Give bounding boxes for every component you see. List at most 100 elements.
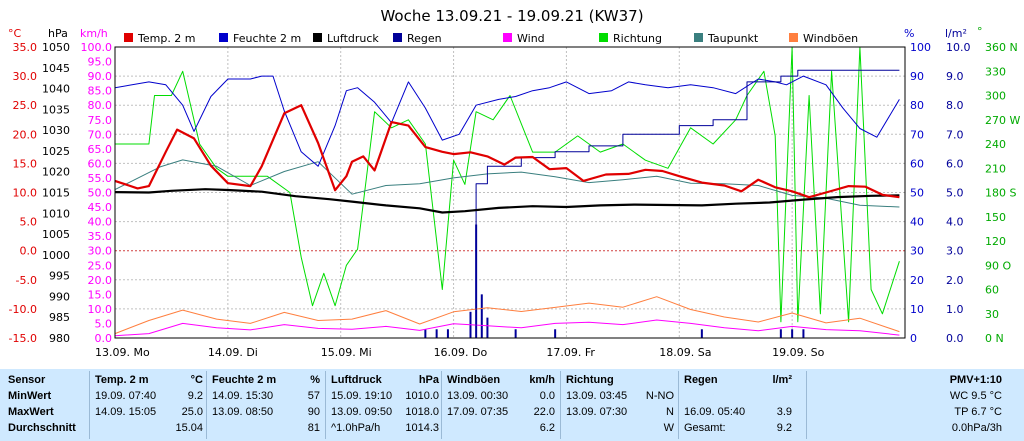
direction-tick: 300 (985, 90, 1006, 103)
legend-label-taupunkt: Taupunkt (707, 32, 759, 45)
temp-tick: -10.0 (9, 303, 37, 316)
pressure-tick: 1025 (42, 145, 70, 158)
direction-tick: 240 (985, 138, 1006, 151)
legend-swatch-wind (503, 33, 512, 42)
stats-header: Luftdruck (331, 374, 382, 386)
humidity-tick: 10 (910, 303, 924, 316)
humidity-tick: 40 (910, 216, 924, 229)
rain-tick: 6.0 (946, 157, 964, 170)
stats-col: Temp. 2 m °C 19.09. 07:40 9.2 14.09. 15:05 25… (95, 373, 203, 441)
speed-tick: 85.0 (88, 85, 113, 98)
stats-header: Richtung (566, 374, 614, 386)
series-luftdruck (114, 188, 900, 214)
series-regen-summe (115, 69, 900, 339)
temp-tick: 10.0 (13, 187, 38, 200)
rain-bar (554, 329, 557, 338)
direction-tick: 270 W (985, 114, 1020, 127)
speed-tick: 25.0 (88, 259, 113, 272)
speed-tick: 15.0 (88, 288, 113, 301)
stats-col: Feuchte 2 m% 14.09. 15:30 57 13.09. 08:50 90… (212, 373, 320, 441)
speed-tick: 45.0 (88, 201, 113, 214)
legend-swatch-feuchte (219, 33, 228, 42)
stats-col: Windböen km/h 13.09. 00:30 0.0 17.09. 07:35 2… (447, 373, 555, 441)
speed-tick: 50.0 (88, 187, 113, 200)
direction-tick: 60 (985, 284, 999, 297)
speed-tick: 75.0 (88, 114, 113, 127)
legend-swatch-windboeen (789, 33, 798, 42)
series-windboeen (114, 296, 900, 335)
pressure-tick: 980 (49, 332, 70, 345)
speed-tick: 80.0 (88, 99, 113, 112)
rain-bar (791, 329, 794, 338)
x-tick-label: 14.09. Di (208, 346, 258, 359)
x-tick-label: 17.09. Fr (546, 346, 595, 359)
stats-value: W (663, 422, 674, 434)
speed-tick: 30.0 (88, 245, 113, 258)
series-taupunkt (114, 159, 900, 208)
x-tick-label: 16.09. Do (434, 346, 488, 359)
series-feuchte (114, 75, 900, 167)
direction-tick: 180 S (985, 187, 1016, 200)
stats-time: ^1.0hPa/h (331, 422, 381, 434)
stats-value: 1010.0 (405, 390, 439, 402)
stats-col: Regen l/m² 16.09. 05:40 3.9 Gesamt: 9.2 (684, 373, 792, 441)
stats-col: Sensor MinWert MaxWert Durchschnitt (8, 373, 88, 441)
pressure-tick: 1005 (42, 228, 70, 241)
legend-label-wind: Wind (517, 32, 545, 45)
stats-col: Luftdruck hPa 15.09. 19:10 1010.0 13.09. 09:… (331, 373, 439, 441)
chart-title: Woche 13.09.21 - 19.09.21 (KW37) (380, 7, 643, 25)
speed-tick: 60.0 (88, 157, 113, 170)
speed-tick: 55.0 (88, 172, 113, 185)
rain-bar (435, 329, 438, 338)
pressure-tick: 995 (49, 270, 70, 283)
stats-value: 57 (307, 390, 320, 402)
humidity-tick: 30 (910, 245, 924, 258)
plot-frame (114, 46, 906, 339)
stats-value: 9.2 (187, 390, 203, 402)
stats-header: Windböen (447, 374, 501, 386)
rain-tick: 4.0 (946, 216, 964, 229)
humidity-tick: 0 (910, 332, 917, 345)
direction-tick: 150 (985, 211, 1006, 224)
rain-tick: 10.0 (946, 41, 971, 54)
axes: 35.030.025.020.015.010.05.00.0-5.0-10.0-… (8, 25, 1020, 359)
stats-time: 17.09. 07:35 (447, 406, 509, 418)
stats-separator (325, 371, 326, 439)
pressure-tick: 985 (49, 311, 70, 324)
stats-separator (441, 371, 442, 439)
stats-time: 13.09. 00:30 (447, 390, 509, 402)
stats-time: 19.09. 07:40 (95, 390, 157, 402)
stats-time: 14.09. 15:05 (95, 406, 157, 418)
humidity-tick: 100 (910, 41, 931, 54)
stats-header: Sensor (8, 374, 46, 386)
direction-tick: 0 N (985, 332, 1004, 345)
legend-label-temp: Temp. 2 m (137, 32, 196, 45)
stats-unit: l/m² (772, 374, 792, 386)
rain-bar (779, 329, 782, 338)
stats-value: 90 (307, 406, 320, 418)
rain-bar (802, 329, 805, 338)
stats-time: 16.09. 05:40 (684, 406, 746, 418)
stats-separator (560, 371, 561, 439)
direction-tick: 360 N (985, 41, 1018, 54)
pressure-tick: 1010 (42, 207, 70, 220)
legend-label-windboeen: Windböen (803, 32, 858, 45)
rain-tick: 5.0 (946, 187, 964, 200)
stats-time: 14.09. 15:30 (212, 390, 274, 402)
stats-separator (89, 371, 90, 439)
speed-tick: 95.0 (88, 56, 113, 69)
x-tick-label: 13.09. Mo (95, 346, 150, 359)
stats-row-label: MaxWert (8, 406, 54, 418)
rain-bar (486, 317, 489, 338)
stats-value: 15.04 (175, 422, 203, 434)
stats-separator (206, 371, 207, 439)
pressure-tick: 1015 (42, 187, 70, 200)
direction-unit: ° (977, 25, 983, 38)
stats-value: 3.9 (776, 406, 792, 418)
grid (115, 46, 905, 339)
rain-bar (446, 329, 449, 338)
stats-value: 1014.3 (405, 422, 439, 434)
stats-time: Gesamt: (684, 422, 726, 434)
rain-bar (700, 329, 703, 338)
rain-tick: 8.0 (946, 99, 964, 112)
